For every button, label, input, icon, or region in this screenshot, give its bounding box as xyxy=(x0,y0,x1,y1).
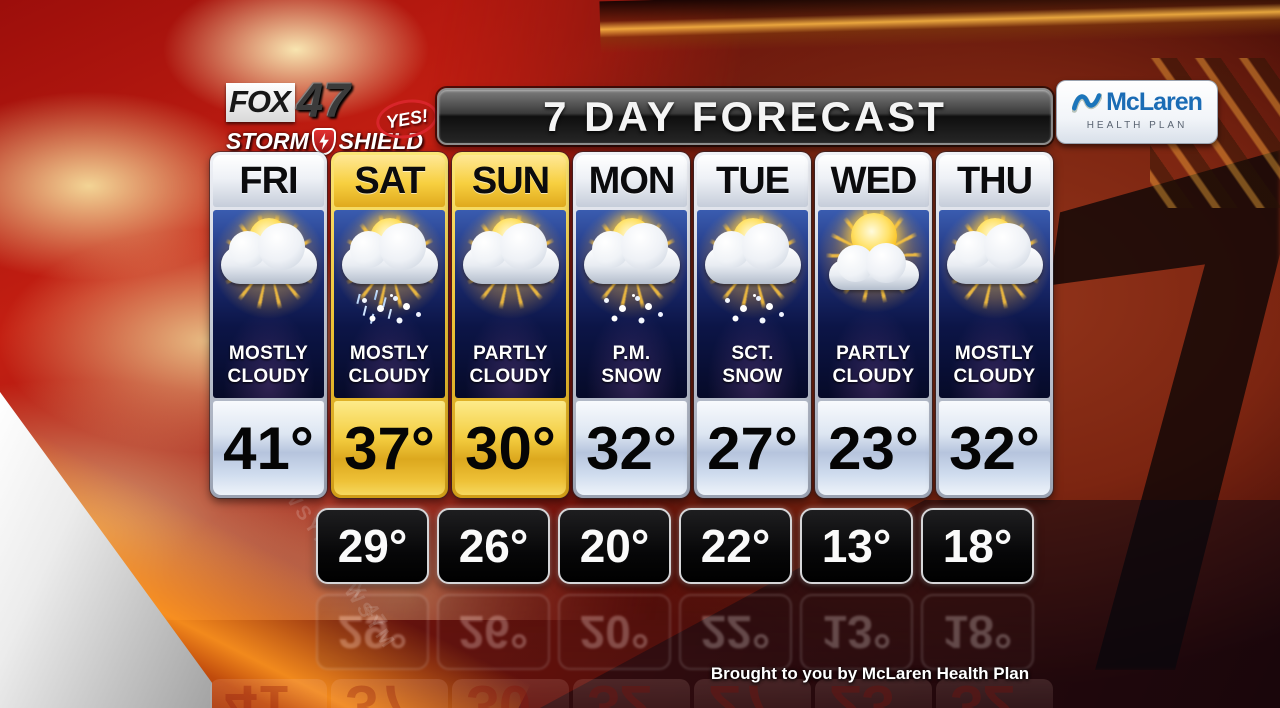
wintry-mix-icon xyxy=(334,210,445,326)
low-temperature: 13° xyxy=(800,508,913,584)
forecast-column-wed: WED PARTLY CLOUDY 23° xyxy=(815,152,932,498)
forecast-columns: FRI MOSTLY CLOUDY 41° SAT MOSTLY CLOUDY xyxy=(210,152,1053,498)
condition-panel: MOSTLY CLOUDY xyxy=(939,210,1050,398)
day-label: SAT xyxy=(334,155,445,207)
partly-cloudy-icon xyxy=(818,210,929,326)
condition-panel: MOSTLY CLOUDY xyxy=(213,210,324,398)
storm-shield-icon xyxy=(311,128,336,155)
low-temperature: 20° xyxy=(558,508,671,584)
high-temperature: 30° xyxy=(455,401,566,495)
low-temperature: 18° xyxy=(921,508,1034,584)
low-temperature: 29° xyxy=(316,508,429,584)
condition-panel: PARTLY CLOUDY xyxy=(455,210,566,398)
condition-text: MOSTLY CLOUDY xyxy=(348,343,431,388)
low-row-reflection: 29° 26° 20° 22° 13° 18° xyxy=(316,594,1034,670)
condition-panel: MOSTLY CLOUDY xyxy=(334,210,445,398)
forecast-column-mon: MON P.M. SNOW 32° xyxy=(573,152,690,498)
forecast-column-sat: SAT MOSTLY CLOUDY 37° xyxy=(331,152,448,498)
station-logo: FOX 47 YES! STORM SHIELD xyxy=(226,75,441,155)
high-temperature: 23° xyxy=(818,401,929,495)
condition-panel: PARTLY CLOUDY xyxy=(818,210,929,398)
scattered-snow-icon xyxy=(697,210,808,326)
condition-text: P.M. SNOW xyxy=(601,343,662,388)
sponsor-name: McLaren xyxy=(1106,88,1203,116)
high-temperature: 32° xyxy=(939,401,1050,495)
low-temperature: 26° xyxy=(437,508,550,584)
condition-text: MOSTLY CLOUDY xyxy=(953,343,1036,388)
high-temperature: 32° xyxy=(576,401,687,495)
forecast-column-tue: TUE SCT. SNOW 27° xyxy=(694,152,811,498)
mostly-cloudy-icon xyxy=(213,210,324,326)
low-temperature: 22° xyxy=(679,508,792,584)
sponsor-subtitle: HEALTH PLAN xyxy=(1086,120,1188,131)
mclaren-swoosh-icon xyxy=(1072,92,1103,113)
column-reflection-strip: 41° 37° 30° 32° 27° 23° 32° xyxy=(210,679,1053,708)
day-label: WED xyxy=(818,155,929,207)
condition-panel: SCT. SNOW xyxy=(697,210,808,398)
forecast-column-sun: SUN PARTLY CLOUDY 30° xyxy=(452,152,569,498)
fox-wordmark: FOX xyxy=(226,82,295,122)
day-label: THU xyxy=(939,155,1050,207)
day-label: FRI xyxy=(213,155,324,207)
condition-panel: P.M. SNOW xyxy=(576,210,687,398)
mostly-cloudy-icon xyxy=(939,210,1050,326)
high-temperature: 27° xyxy=(697,401,808,495)
channel-number: 47 xyxy=(296,75,351,128)
pm-snow-icon xyxy=(576,210,687,326)
low-temperature-row: 29° 26° 20° 22° 13° 18° xyxy=(316,508,1034,584)
shield-label: SHIELD xyxy=(338,128,423,154)
high-temperature: 41° xyxy=(213,401,324,495)
storm-label: STORM xyxy=(226,128,309,154)
condition-text: PARTLY CLOUDY xyxy=(469,343,552,388)
day-label: MON xyxy=(576,155,687,207)
sponsor-logo: McLaren HEALTH PLAN xyxy=(1056,80,1218,144)
condition-text: SCT. SNOW xyxy=(722,343,783,388)
title-banner: 7 DAY FORECAST xyxy=(437,88,1053,145)
day-label: TUE xyxy=(697,155,808,207)
partly-cloudy-icon xyxy=(455,210,566,326)
forecast-column-fri: FRI MOSTLY CLOUDY 41° xyxy=(210,152,327,498)
page-title: 7 DAY FORECAST xyxy=(543,92,947,140)
forecast-column-thu: THU MOSTLY CLOUDY 32° xyxy=(936,152,1053,498)
sponsor-credit-text: Brought to you by McLaren Health Plan xyxy=(710,664,1030,683)
condition-text: MOSTLY CLOUDY xyxy=(227,343,310,388)
day-label: SUN xyxy=(455,155,566,207)
high-temperature: 37° xyxy=(334,401,445,495)
condition-text: PARTLY CLOUDY xyxy=(832,343,915,388)
